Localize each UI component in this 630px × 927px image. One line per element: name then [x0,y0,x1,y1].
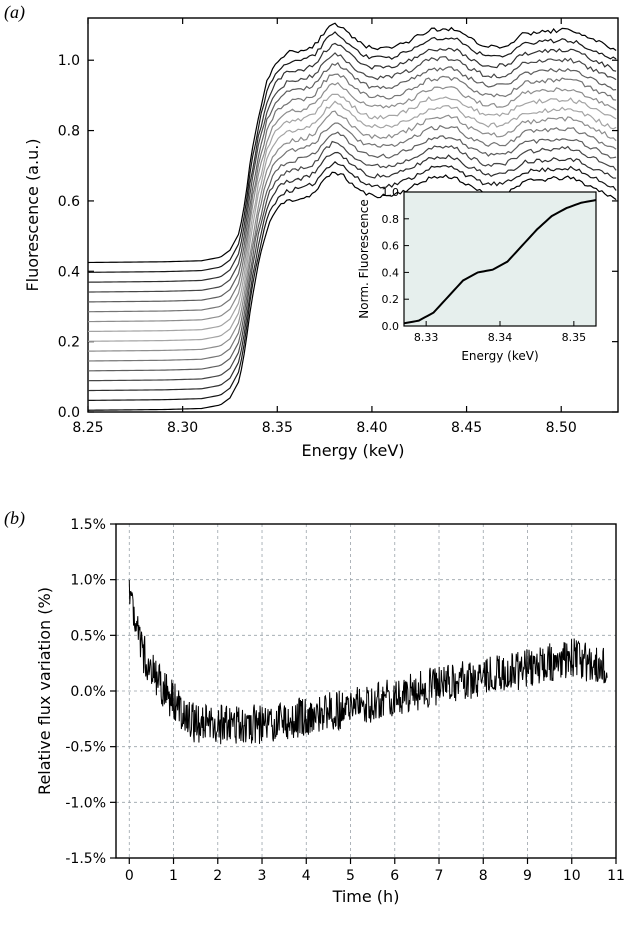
svg-text:2: 2 [213,868,222,884]
svg-text:Time (h): Time (h) [332,887,400,906]
svg-text:Norm. Fluorescence: Norm. Fluorescence [357,199,371,318]
svg-text:Fluorescence (a.u.): Fluorescence (a.u.) [23,138,42,291]
figure-page: (a) 8.258.308.358.408.458.500.00.20.40.6… [0,0,630,927]
svg-text:0.4: 0.4 [382,266,400,279]
svg-text:0.0: 0.0 [58,405,80,421]
svg-text:0.2: 0.2 [382,293,400,306]
svg-text:8.30: 8.30 [167,420,198,436]
svg-text:0.0: 0.0 [382,320,400,333]
svg-text:8.45: 8.45 [451,420,482,436]
svg-text:9: 9 [523,868,532,884]
svg-text:11: 11 [607,868,625,884]
svg-text:0: 0 [125,868,134,884]
svg-text:8.35: 8.35 [262,420,293,436]
svg-text:1: 1 [169,868,178,884]
svg-text:0.0%: 0.0% [70,684,106,700]
svg-text:8.34: 8.34 [488,331,513,344]
svg-text:8.50: 8.50 [546,420,577,436]
svg-text:0.8: 0.8 [382,213,400,226]
svg-text:0.6: 0.6 [382,240,400,253]
svg-text:0.8: 0.8 [58,124,80,140]
panel-a-inset: 8.33 8.34 8.35 0.0 0.2 0.4 0.6 0.8 1.0 Energy (ke… [357,186,596,363]
svg-text:Relative flux variation (%): Relative flux variation (%) [35,587,54,795]
svg-text:-1.0%: -1.0% [65,795,106,811]
svg-text:10: 10 [563,868,581,884]
svg-text:0.5%: 0.5% [70,628,106,644]
svg-text:3: 3 [258,868,267,884]
svg-text:Energy (keV): Energy (keV) [461,349,538,363]
svg-text:Energy (keV): Energy (keV) [301,441,404,460]
svg-text:8: 8 [479,868,488,884]
svg-text:6: 6 [390,868,399,884]
svg-text:0.2: 0.2 [58,335,80,351]
svg-text:1.5%: 1.5% [70,517,106,533]
svg-text:0.6: 0.6 [58,194,80,210]
svg-text:4: 4 [302,868,311,884]
panel-b-label: (b) [4,508,25,529]
svg-text:-0.5%: -0.5% [65,740,106,756]
svg-text:-1.5%: -1.5% [65,851,106,867]
svg-text:1.0%: 1.0% [70,573,106,589]
svg-text:5: 5 [346,868,355,884]
svg-text:0.4: 0.4 [58,264,80,280]
panel-a-chart: 8.25 8.30 8.35 8.40 8.45 8.50 0.0 0.2 0.4 0.6 0.8 1… [20,6,630,466]
svg-text:8.35: 8.35 [562,331,587,344]
panel-b-chart: 0 1 2 3 4 5 6 7 8 9 10 11 -1.5% -1.0% -0.5% 0.0% 0.5% 1.0… [30,510,630,910]
svg-text:8.25: 8.25 [72,420,103,436]
svg-text:1.0: 1.0 [382,186,400,199]
svg-text:7: 7 [435,868,444,884]
svg-text:1.0: 1.0 [58,53,80,69]
svg-text:8.33: 8.33 [414,331,439,344]
svg-text:8.40: 8.40 [356,420,387,436]
